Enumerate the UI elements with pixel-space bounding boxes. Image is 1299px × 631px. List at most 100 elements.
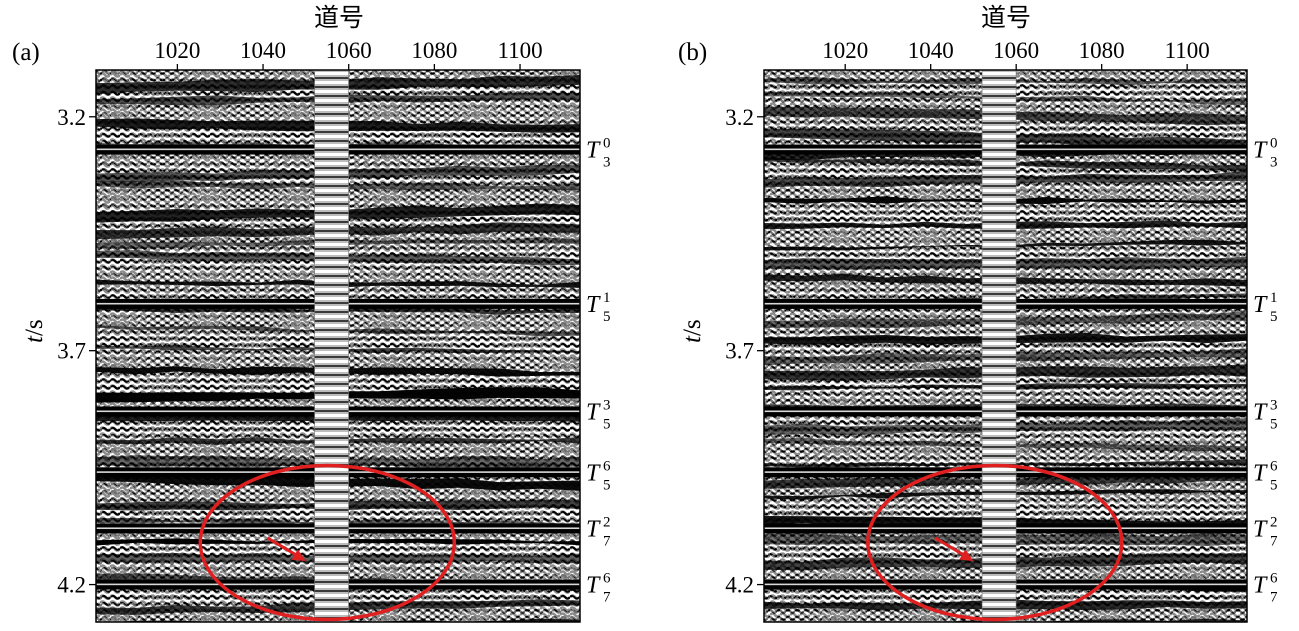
plot-frame	[95, 69, 581, 623]
horizon-label: T 6 5	[586, 458, 611, 493]
seismic-section	[763, 69, 1248, 623]
horizon-label-base: T	[1253, 292, 1268, 318]
x-tick-label: 1040	[240, 38, 286, 63]
panel-label: (a)	[12, 39, 40, 66]
y-axis-var: t	[679, 335, 706, 343]
horizon-label-sub: 5	[603, 309, 611, 325]
y-tick-label: 3.2	[725, 105, 754, 130]
x-tick-label: 1100	[497, 38, 542, 63]
horizon-label-sub: 3	[1270, 155, 1278, 171]
horizon-label-sup: 1	[1270, 290, 1278, 306]
horizon-label-base: T	[586, 573, 601, 599]
y-axis-unit: /s	[679, 319, 706, 336]
y-ticks: 3.2 3.7 4.2	[57, 105, 96, 598]
horizon-label: T 1 5	[586, 290, 611, 325]
annotations	[198, 463, 457, 622]
well-trace	[314, 70, 349, 622]
reflector-band	[764, 239, 1247, 251]
horizon-label-base: T	[1253, 516, 1268, 542]
svg-text:t/s: t/s	[679, 319, 706, 343]
x-tick-label: 1060	[993, 38, 1039, 63]
svg-text:t/s: t/s	[21, 319, 48, 343]
y-axis-title: t/s	[679, 319, 706, 343]
horizon-label-sup: 0	[1270, 136, 1278, 152]
horizon-label-sub: 7	[603, 590, 611, 606]
horizon-label-sub: 7	[603, 533, 611, 549]
horizon-label: T 0 3	[586, 136, 611, 171]
horizon-label-base: T	[586, 460, 601, 486]
y-tick-label: 4.2	[725, 573, 754, 598]
y-tick-label: 3.7	[725, 339, 754, 364]
x-axis-title: 道号	[981, 4, 1031, 32]
horizon-label-sup: 3	[603, 397, 611, 413]
horizon-label-sub: 3	[603, 155, 611, 171]
horizon-label-sup: 2	[603, 514, 611, 530]
y-tick-label: 3.2	[57, 105, 86, 130]
y-tick-label: 4.2	[57, 573, 86, 598]
horizon-label-base: T	[586, 399, 601, 425]
horizon-label-sub: 5	[603, 477, 611, 493]
horizon-label-base: T	[586, 292, 601, 318]
x-ticks: 1020 1040 1060 1080 1100	[822, 38, 1210, 70]
plot-frame	[763, 69, 1248, 623]
arrow-shaft	[934, 536, 969, 559]
highlight-ellipse	[866, 463, 1124, 622]
annotations	[866, 463, 1124, 622]
horizon-label: T 3 5	[586, 397, 611, 432]
horizon-label-sup: 6	[1270, 571, 1278, 587]
horizon-labels: T 03T 15T 35T 65T 27T 67	[1253, 136, 1278, 606]
y-axis-title: t/s	[21, 319, 48, 343]
well-trace	[982, 70, 1017, 622]
horizon-label-sub: 5	[1270, 416, 1278, 432]
reflector-band	[96, 345, 580, 354]
horizon-labels: T 03T 15T 35T 65T 27T 67	[586, 136, 611, 606]
horizon-label-base: T	[1253, 573, 1268, 599]
panel-label: (b)	[678, 39, 707, 66]
horizon-label-sup: 6	[603, 571, 611, 587]
horizon-label: T 0 3	[1253, 136, 1278, 171]
highlight-ellipse	[198, 463, 457, 622]
horizon-label-sup: 0	[603, 136, 611, 152]
reflector-band	[878, 618, 1247, 622]
seismic-section	[95, 69, 581, 623]
reflector-band	[764, 437, 1247, 451]
y-ticks: 3.2 3.7 4.2	[725, 105, 764, 598]
horizon-label-sub: 5	[1270, 477, 1278, 493]
horizon-label-sup: 6	[1270, 458, 1278, 474]
horizon-label-base: T	[1253, 138, 1268, 164]
x-tick-label: 1020	[822, 38, 868, 63]
panel-a: (a) 道号 t/s 1020 1040 1060 1080 1100 3.2 3.7 4.…	[12, 4, 611, 623]
horizon-label: T 2 7	[1253, 514, 1278, 549]
horizon-label: T 6 5	[1253, 458, 1278, 493]
horizon-label-sub: 7	[1270, 590, 1278, 606]
x-tick-label: 1100	[1165, 38, 1210, 63]
horizon-label-sup: 2	[1270, 514, 1278, 530]
horizon-label-base: T	[1253, 399, 1268, 425]
x-tick-label: 1060	[326, 38, 372, 63]
horizon-label-base: T	[586, 138, 601, 164]
horizon-label-base: T	[1253, 460, 1268, 486]
y-tick-label: 3.7	[57, 339, 86, 364]
horizon-label: T 6 7	[1253, 571, 1278, 606]
panel-b: (b) 道号 t/s 1020 1040 1060 1080 1100 3.2 3.7 4.…	[678, 4, 1278, 623]
x-tick-label: 1080	[411, 38, 457, 63]
y-axis-var: t	[21, 335, 48, 343]
well-trace-border	[981, 70, 1017, 622]
horizon-label-sub: 5	[603, 416, 611, 432]
x-axis-title: 道号	[314, 4, 364, 32]
horizon-label-sup: 1	[603, 290, 611, 306]
horizon-label-sub: 5	[1270, 309, 1278, 325]
horizon-label: T 1 5	[1253, 290, 1278, 325]
horizon-label-sup: 3	[1270, 397, 1278, 413]
arrow-shaft	[266, 536, 301, 559]
horizon-label-sub: 7	[1270, 533, 1278, 549]
well-trace-border	[314, 70, 349, 622]
y-axis-unit: /s	[21, 319, 48, 336]
horizon-label-base: T	[586, 516, 601, 542]
horizon-label-sup: 6	[603, 458, 611, 474]
arrow-head	[959, 549, 974, 562]
x-tick-label: 1080	[1079, 38, 1125, 63]
x-ticks: 1020 1040 1060 1080 1100	[154, 38, 543, 70]
arrow-head	[291, 549, 306, 562]
